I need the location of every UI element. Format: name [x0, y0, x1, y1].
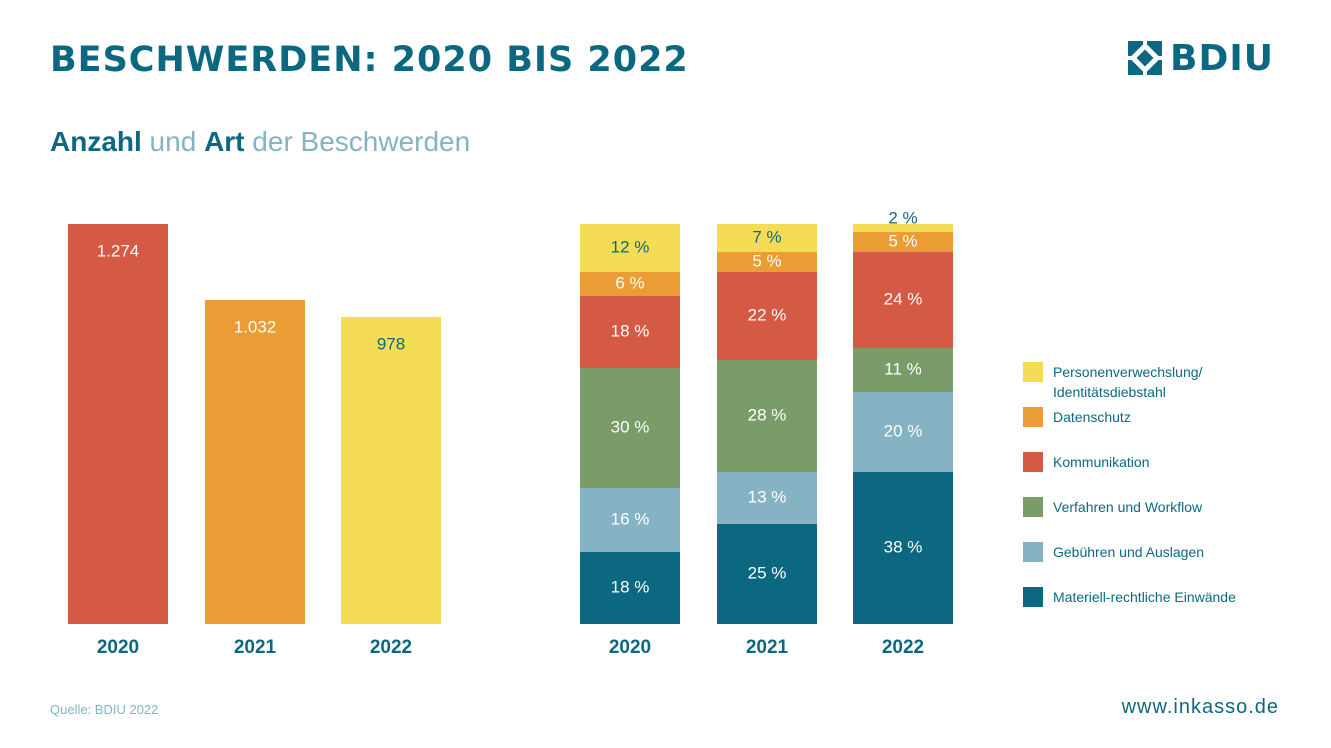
- source-note: Quelle: BDIU 2022: [50, 702, 159, 717]
- segment-2020-4: [580, 272, 680, 296]
- segment-label-2021-1: 13 %: [748, 487, 787, 506]
- segment-2022-4: [853, 232, 953, 252]
- segment-2021-5: [717, 224, 817, 252]
- segment-label-2020-0: 18 %: [611, 577, 650, 596]
- legend-item: Datenschutz: [1023, 407, 1253, 427]
- legend-swatch: [1023, 362, 1043, 382]
- segment-label-2020-5: 12 %: [611, 237, 650, 256]
- legend-label: Personenverwechslung/ Identitätsdiebstah…: [1053, 364, 1203, 400]
- segment-2020-0: [580, 552, 680, 624]
- segment-label-2020-2: 30 %: [611, 417, 650, 436]
- segment-label-2022-0: 38 %: [884, 537, 923, 556]
- x-tick-label-stacked-2022: 2022: [882, 637, 924, 658]
- bar-2021: [205, 299, 305, 624]
- bar-value-label-2020: 1.274: [97, 241, 140, 260]
- segment-label-2022-1: 20 %: [884, 421, 923, 440]
- x-tick-label-stacked-2020: 2020: [609, 637, 651, 658]
- segment-2020-1: [580, 488, 680, 552]
- chart-subtitle: Anzahl und Art der Beschwerden: [50, 126, 470, 158]
- bar-value-label-2022: 978: [377, 334, 405, 353]
- segment-label-2021-3: 22 %: [748, 305, 787, 324]
- segment-label-2022-5: 2 %: [888, 208, 917, 227]
- segment-2022-2: [853, 348, 953, 392]
- legend-item: Gebühren und Auslagen: [1023, 542, 1253, 562]
- bar-2022: [341, 316, 441, 624]
- segment-label-2022-2: 11 %: [884, 359, 922, 378]
- segment-label-2020-3: 18 %: [611, 321, 650, 340]
- x-tick-label-stacked-2021: 2021: [746, 637, 789, 658]
- legend-swatch: [1023, 407, 1043, 427]
- segment-label-2020-4: 6 %: [615, 273, 644, 292]
- legend-item: Materiell-rechtliche Einwände: [1023, 587, 1253, 607]
- segment-2022-5: [853, 224, 953, 232]
- segment-2021-1: [717, 472, 817, 524]
- legend-item: Kommunikation: [1023, 452, 1253, 472]
- legend-label: Gebühren und Auslagen: [1053, 544, 1205, 560]
- segment-2022-0: [853, 472, 953, 624]
- page-title: BESCHWERDEN: 2020 BIS 2022: [50, 40, 689, 80]
- logo-text: BDIU: [1170, 37, 1274, 79]
- legend-swatch: [1023, 542, 1043, 562]
- x-tick-label-2022: 2022: [370, 637, 412, 658]
- x-tick-label-2021: 2021: [234, 637, 277, 658]
- segment-2021-4: [717, 252, 817, 272]
- legend-item: Verfahren und Workflow: [1023, 497, 1253, 517]
- subtitle-und: und: [141, 126, 205, 157]
- segment-2020-5: [580, 224, 680, 272]
- segment-label-2020-1: 16 %: [611, 509, 650, 528]
- segment-label-2022-4: 5 %: [888, 231, 917, 250]
- legend-label: Datenschutz: [1053, 409, 1131, 425]
- segment-2022-3: [853, 252, 953, 348]
- segment-label-2021-0: 25 %: [748, 563, 787, 582]
- bar-2020: [68, 224, 168, 624]
- bar-value-label-2021: 1.032: [234, 317, 277, 336]
- segment-label-2022-3: 24 %: [884, 289, 923, 308]
- legend-label: Kommunikation: [1053, 454, 1150, 470]
- legend-label: Materiell-rechtliche Einwände: [1053, 589, 1236, 605]
- legend-swatch: [1023, 497, 1043, 517]
- segment-label-2021-4: 5 %: [752, 251, 781, 270]
- segment-2022-1: [853, 392, 953, 472]
- segment-2020-2: [580, 368, 680, 488]
- segment-2021-2: [717, 360, 817, 472]
- segment-label-2021-5: 7 %: [752, 227, 781, 246]
- segment-label-2021-2: 28 %: [748, 405, 787, 424]
- bdiu-logo: BDIU: [1128, 37, 1274, 79]
- legend-swatch: [1023, 452, 1043, 472]
- legend-label: Verfahren und Workflow: [1053, 499, 1203, 515]
- x-tick-label-2020: 2020: [97, 637, 139, 658]
- subtitle-art: Art: [204, 126, 245, 157]
- subtitle-rest: der Beschwerden: [244, 126, 471, 157]
- bdiu-logo-icon: [1128, 41, 1162, 75]
- legend-swatch: [1023, 587, 1043, 607]
- website-url[interactable]: www.inkasso.de: [1121, 696, 1279, 718]
- segment-2021-0: [717, 524, 817, 624]
- legend-item: Personenverwechslung/ Identitätsdiebstah…: [1023, 362, 1253, 402]
- subtitle-anzahl: Anzahl: [50, 126, 142, 157]
- segment-2021-3: [717, 272, 817, 360]
- segment-2020-3: [580, 296, 680, 368]
